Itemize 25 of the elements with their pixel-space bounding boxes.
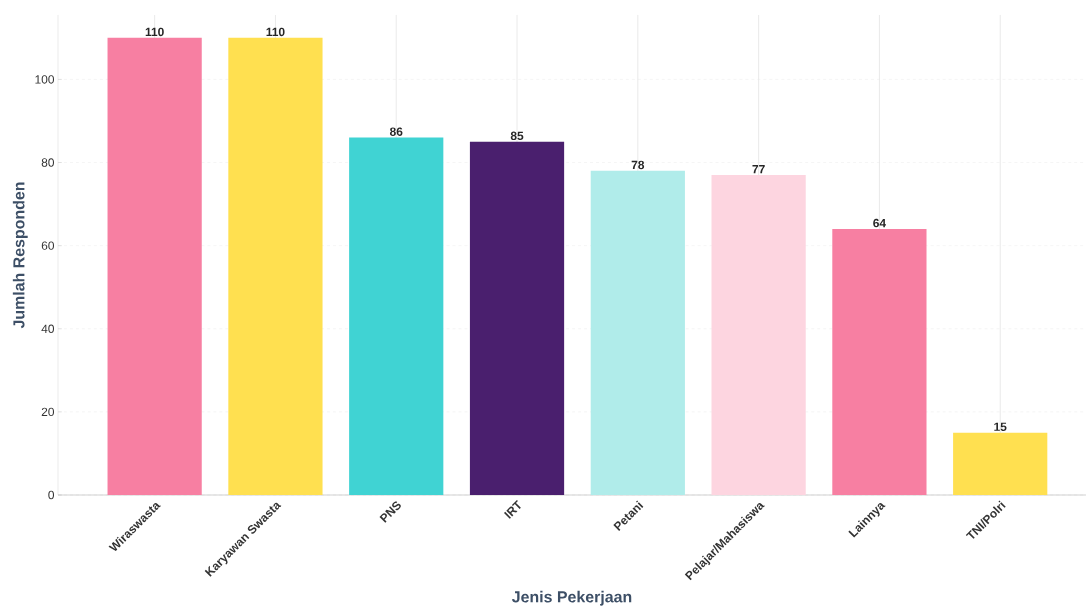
- x-axis-title: Jenis Pekerjaan: [511, 590, 632, 606]
- data-label: 77: [752, 165, 765, 174]
- bar: [953, 432, 1048, 495]
- y-axis-title: Jumlah Responden: [12, 182, 28, 329]
- data-label: 110: [145, 27, 164, 37]
- bar: [832, 229, 927, 495]
- bar: [469, 141, 565, 495]
- bar: [590, 170, 685, 495]
- y-tick-label: 40: [41, 324, 55, 333]
- bar: [107, 37, 202, 495]
- bar: [228, 37, 323, 495]
- data-label: 86: [389, 127, 403, 136]
- y-tick-label: 100: [35, 75, 55, 84]
- bar: [711, 175, 806, 495]
- data-label: 85: [510, 131, 524, 141]
- data-label: 64: [873, 218, 886, 228]
- x-tick-label: IRT: [503, 500, 521, 519]
- y-tick-label: 80: [41, 158, 55, 167]
- y-tick-label: 0: [48, 490, 55, 500]
- data-label: 78: [631, 160, 645, 170]
- y-tick-label: 60: [41, 241, 55, 250]
- bar: [349, 137, 444, 495]
- data-label: 15: [994, 422, 1007, 431]
- data-label: 110: [266, 27, 285, 37]
- y-tick-label: 20: [41, 407, 55, 417]
